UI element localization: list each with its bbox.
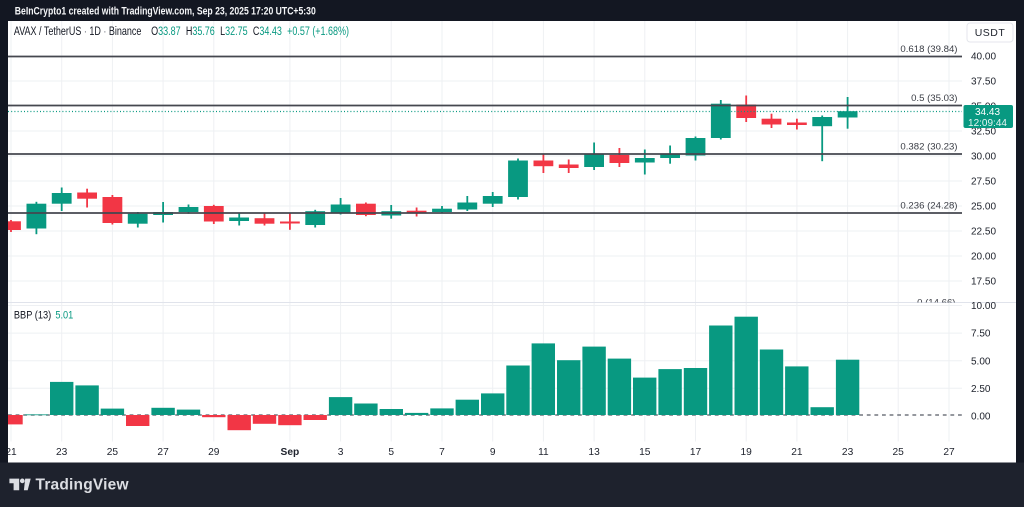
svg-text:27.50: 27.50: [971, 177, 996, 188]
svg-text:29: 29: [208, 447, 220, 458]
svg-text:25: 25: [107, 447, 119, 458]
svg-text:5.00: 5.00: [971, 356, 991, 367]
svg-text:32.50: 32.50: [971, 127, 996, 138]
svg-text:25: 25: [893, 447, 905, 458]
svg-text:23: 23: [842, 447, 854, 458]
svg-text:25.00: 25.00: [971, 202, 996, 213]
svg-text:21: 21: [5, 447, 17, 458]
svg-text:7: 7: [439, 447, 445, 458]
svg-text:0.00: 0.00: [971, 412, 991, 423]
svg-text:3: 3: [338, 447, 344, 458]
svg-text:0.382 (30.23): 0.382 (30.23): [900, 142, 957, 153]
svg-text:TradingView: TradingView: [36, 477, 130, 494]
svg-text:17.50: 17.50: [971, 277, 996, 288]
svg-text:0 (14.66): 0 (14.66): [917, 297, 955, 308]
svg-text:19: 19: [741, 447, 753, 458]
svg-text:5: 5: [388, 447, 394, 458]
svg-text:2.50: 2.50: [971, 384, 991, 395]
svg-text:13: 13: [588, 447, 600, 458]
svg-text:37.50: 37.50: [971, 77, 996, 88]
svg-text:11: 11: [538, 447, 549, 458]
svg-text:USDT: USDT: [975, 27, 1006, 39]
svg-text:BBP (13)5.01: BBP (13) 5.01: [14, 310, 74, 322]
svg-text:21: 21: [791, 447, 803, 458]
svg-text:23: 23: [56, 447, 68, 458]
svg-text:22.50: 22.50: [971, 227, 996, 238]
svg-text:17: 17: [690, 447, 702, 458]
svg-text:20.00: 20.00: [971, 252, 996, 263]
svg-text:30.00: 30.00: [971, 152, 996, 163]
svg-text:0.236 (24.28): 0.236 (24.28): [900, 201, 957, 212]
svg-text:9: 9: [490, 447, 496, 458]
svg-text:27: 27: [943, 447, 955, 458]
svg-text:7.50: 7.50: [971, 329, 991, 340]
svg-text:15: 15: [639, 447, 651, 458]
svg-text:27: 27: [157, 447, 169, 458]
svg-text:0.5 (35.03): 0.5 (35.03): [911, 93, 957, 104]
svg-text:40.00: 40.00: [971, 52, 996, 63]
svg-text:Sep: Sep: [281, 447, 300, 458]
svg-text:BeInCrypto1 created with Tradi: BeInCrypto1 created with TradingView.com…: [15, 5, 316, 17]
svg-text:34.43: 34.43: [975, 107, 1000, 118]
svg-text:10.00: 10.00: [971, 301, 996, 312]
svg-text:12:09:44: 12:09:44: [968, 118, 1007, 129]
svg-text:0.618 (39.84): 0.618 (39.84): [900, 44, 957, 55]
